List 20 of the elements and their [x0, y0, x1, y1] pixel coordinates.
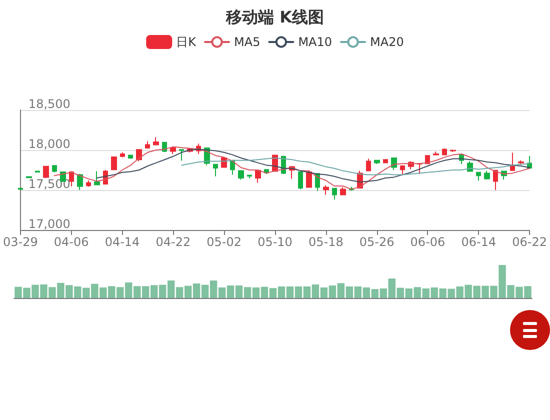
x-tick-label: 06-06	[410, 235, 446, 249]
x-tick-label: 05-26	[359, 235, 394, 249]
x-tick-label: 06-14	[461, 235, 496, 249]
x-tick-label: 06-22	[512, 235, 548, 249]
x-tick-label: 03-29	[2, 235, 38, 249]
x-tick-label: 04-22	[156, 235, 191, 249]
chart-title: 移动端 K线图	[225, 8, 324, 26]
x-tick-label: 05-18	[308, 235, 344, 249]
legend-label: MA20	[370, 35, 404, 49]
legend-label: MA5	[234, 35, 260, 49]
legend-label: MA10	[298, 35, 332, 49]
y-tick-label: 18,500	[28, 97, 70, 111]
x-tick-label: 05-10	[258, 235, 292, 249]
x-tick-label: 04-14	[104, 235, 140, 249]
x-tick-label: 05-02	[206, 235, 242, 249]
y-tick-label: 18,000	[28, 137, 70, 151]
x-tick-label: 04-06	[54, 235, 89, 249]
y-tick-label: 17,000	[28, 217, 70, 231]
y-tick-label: 17,500	[28, 177, 70, 191]
legend-label: 日K	[176, 35, 198, 49]
